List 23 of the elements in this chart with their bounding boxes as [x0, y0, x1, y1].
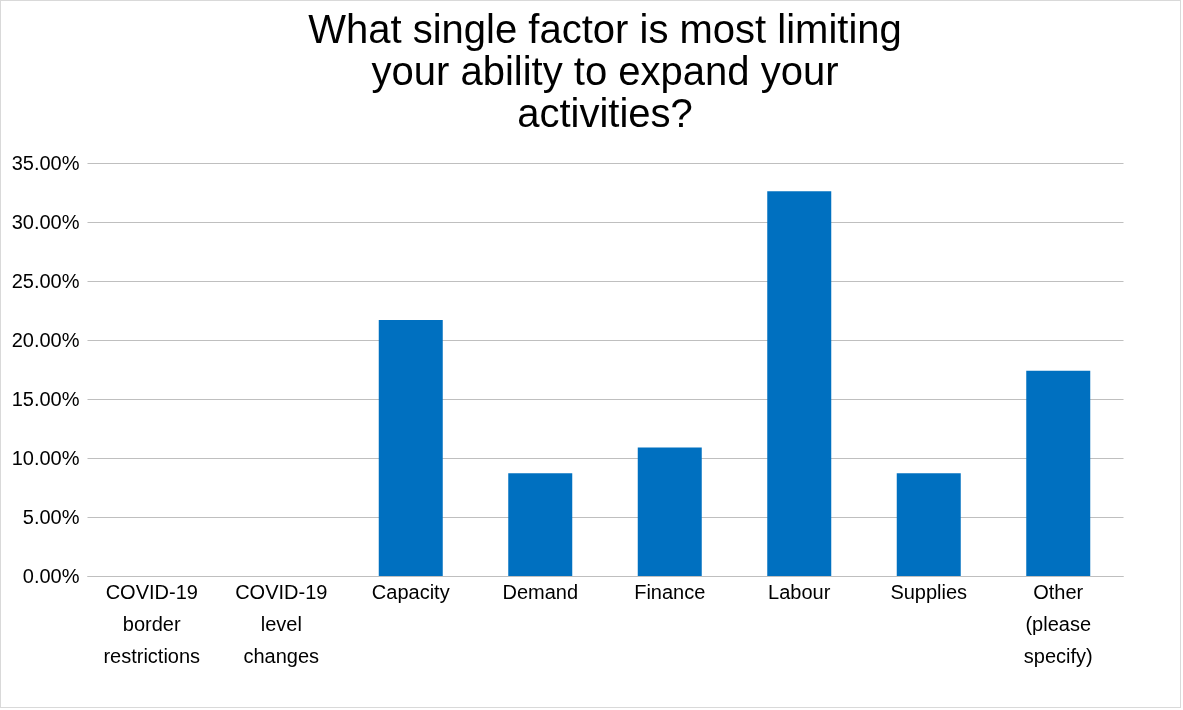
- bar: [1026, 370, 1091, 576]
- x-tick-label: Finance: [634, 580, 706, 603]
- y-tick-label: 20.00%: [11, 328, 80, 351]
- x-tick-label: Labour: [768, 580, 831, 603]
- y-tick-label: 15.00%: [11, 387, 80, 410]
- y-tick-label: 25.00%: [11, 269, 80, 292]
- y-tick-label: 5.00%: [22, 505, 80, 528]
- y-tick-label: 35.00%: [11, 151, 80, 174]
- x-tick-label: Demand: [502, 580, 579, 603]
- bar: [378, 319, 443, 576]
- bar: [896, 473, 961, 576]
- bar: [767, 191, 832, 576]
- x-tick-label: COVID-19 border restrictions: [103, 580, 201, 667]
- x-tick-label: Capacity: [371, 580, 450, 603]
- x-tick-label: Other (please specify): [1023, 580, 1093, 667]
- y-tick-label: 10.00%: [11, 446, 80, 469]
- x-tick-label: Supplies: [890, 580, 968, 603]
- chart-title: What single factor is most limiting your ability to expand your activities?: [308, 7, 902, 135]
- bar: [637, 447, 702, 576]
- bar: [508, 473, 573, 576]
- y-tick-label: 30.00%: [11, 210, 80, 233]
- y-tick-label: 0.00%: [22, 564, 80, 587]
- x-tick-label: COVID-19 level changes: [235, 580, 328, 667]
